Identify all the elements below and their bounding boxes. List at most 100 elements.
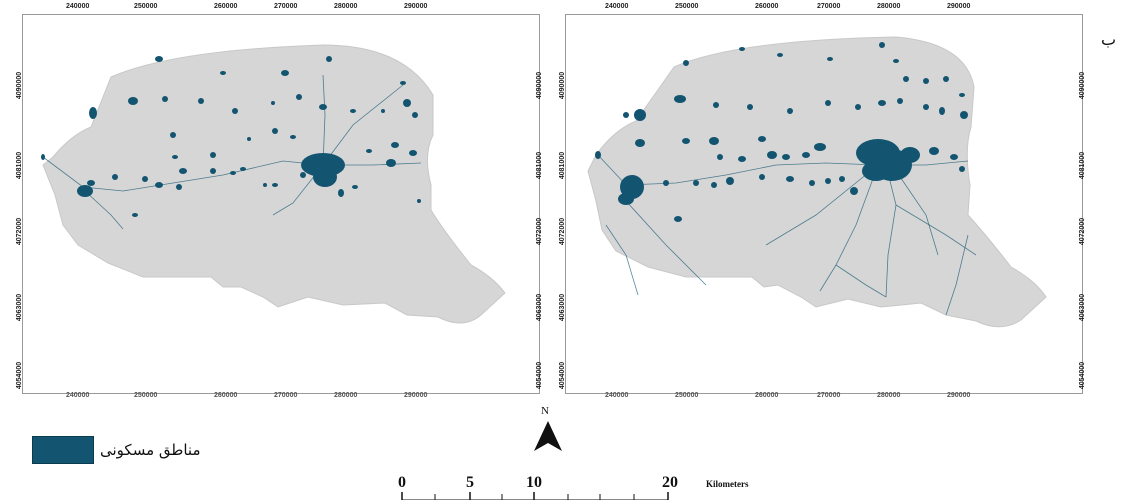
scale-label-20: 20 bbox=[662, 474, 678, 491]
settlement-patch bbox=[782, 154, 790, 160]
settlement-patch bbox=[825, 100, 831, 106]
settlement-patch bbox=[155, 56, 163, 62]
map-panel-right bbox=[565, 14, 1083, 394]
coord-label-bottom: 240000 bbox=[605, 392, 629, 399]
settlement-patch bbox=[693, 180, 699, 186]
coord-label-top: 270000 bbox=[274, 3, 298, 10]
settlement-patch bbox=[711, 182, 717, 188]
coord-label-right: 4081000 bbox=[536, 151, 544, 180]
road-line bbox=[895, 204, 977, 256]
coord-label-right: 4072000 bbox=[536, 217, 544, 246]
coord-label-bottom: 240000 bbox=[66, 392, 90, 399]
settlement-patch bbox=[923, 78, 929, 84]
coord-label-left: 4063000 bbox=[559, 293, 567, 322]
road-line bbox=[835, 264, 887, 298]
road-line bbox=[885, 164, 897, 298]
settlement-patch bbox=[128, 97, 138, 105]
coord-label-top: 250000 bbox=[675, 3, 699, 10]
road-line bbox=[272, 164, 324, 216]
coord-label-left: 4054000 bbox=[559, 361, 567, 390]
settlement-patch bbox=[960, 111, 968, 119]
residential-areas bbox=[41, 56, 422, 230]
settlement-patch bbox=[825, 178, 831, 184]
scale-label-5: 5 bbox=[466, 474, 474, 491]
scale-unit: Kilometers bbox=[706, 479, 749, 489]
settlement-patch bbox=[112, 174, 118, 180]
settlement-patch bbox=[893, 59, 899, 63]
settlement-patch bbox=[950, 154, 958, 160]
settlement-patch bbox=[41, 154, 45, 160]
north-letter: N bbox=[541, 405, 549, 417]
coord-label-bottom: 250000 bbox=[134, 392, 158, 399]
settlement-patch bbox=[767, 151, 777, 159]
settlement-patch bbox=[210, 168, 216, 174]
settlement-patch bbox=[787, 108, 793, 114]
coord-label-bottom: 290000 bbox=[947, 392, 971, 399]
coord-label-right: 4081000 bbox=[1079, 151, 1087, 180]
coord-label-top: 270000 bbox=[817, 3, 841, 10]
coord-label-top: 290000 bbox=[947, 3, 971, 10]
settlement-patch bbox=[900, 147, 920, 163]
coord-label-top: 250000 bbox=[134, 3, 158, 10]
settlement-patch bbox=[903, 76, 909, 82]
settlement-patch bbox=[929, 147, 939, 155]
settlement-patch bbox=[172, 155, 178, 159]
settlement-patch bbox=[391, 142, 399, 148]
settlement-patch bbox=[739, 47, 745, 51]
legend: مناطق مسکونی bbox=[32, 436, 200, 464]
settlement-patch bbox=[77, 185, 93, 197]
settlement-patch bbox=[939, 107, 945, 115]
road-line bbox=[42, 156, 422, 192]
road-line bbox=[605, 224, 639, 296]
settlement-patch bbox=[326, 56, 332, 62]
scale-bar: 0 5 10 20 Kilometers bbox=[378, 474, 798, 500]
coord-label-right: 4063000 bbox=[1079, 293, 1087, 322]
coord-label-left: 4054000 bbox=[16, 361, 24, 390]
panel-label: ب bbox=[1100, 30, 1116, 49]
coord-label-left: 4072000 bbox=[559, 217, 567, 246]
scale-label-10: 10 bbox=[526, 474, 542, 491]
coord-label-bottom: 280000 bbox=[877, 392, 901, 399]
coord-label-top: 240000 bbox=[66, 3, 90, 10]
coord-label-left: 4081000 bbox=[16, 151, 24, 180]
coord-label-bottom: 260000 bbox=[214, 392, 238, 399]
coord-label-bottom: 290000 bbox=[404, 392, 428, 399]
road-line bbox=[945, 234, 969, 316]
settlement-patch bbox=[923, 104, 929, 110]
settlement-patch bbox=[855, 104, 861, 110]
road-line bbox=[322, 84, 404, 166]
coord-label-right: 4072000 bbox=[1079, 217, 1087, 246]
road-line bbox=[84, 190, 124, 230]
settlement-patch bbox=[170, 132, 176, 138]
settlement-patch bbox=[381, 109, 385, 113]
coord-label-top: 240000 bbox=[605, 3, 629, 10]
coord-label-bottom: 270000 bbox=[817, 392, 841, 399]
settlement-patch bbox=[89, 107, 97, 119]
coord-label-top: 280000 bbox=[334, 3, 358, 10]
settlement-patch bbox=[959, 166, 965, 172]
settlement-patch bbox=[198, 98, 204, 104]
settlement-patch bbox=[674, 216, 682, 222]
road-line bbox=[322, 74, 326, 166]
settlement-patch bbox=[272, 183, 278, 187]
map-panel-left bbox=[22, 14, 540, 394]
settlement-patch bbox=[897, 98, 903, 104]
settlement-patch bbox=[786, 176, 794, 182]
coord-label-bottom: 250000 bbox=[675, 392, 699, 399]
settlement-patch bbox=[319, 104, 327, 110]
settlement-patch bbox=[417, 199, 421, 203]
coord-label-right: 4054000 bbox=[1079, 361, 1087, 390]
settlement-patch bbox=[132, 213, 138, 217]
settlement-patch bbox=[943, 76, 949, 82]
settlement-patch bbox=[717, 154, 723, 160]
study-area-map-right bbox=[587, 36, 1047, 328]
scale-ticks bbox=[401, 492, 669, 500]
coord-label-bottom: 280000 bbox=[334, 392, 358, 399]
settlement-patch bbox=[809, 180, 815, 186]
settlement-patch bbox=[618, 193, 634, 205]
coord-label-left: 4090000 bbox=[16, 71, 24, 100]
legend-swatch bbox=[32, 436, 94, 464]
settlement-patch bbox=[210, 152, 216, 158]
coord-label-top: 290000 bbox=[404, 3, 428, 10]
settlement-patch bbox=[386, 159, 396, 167]
